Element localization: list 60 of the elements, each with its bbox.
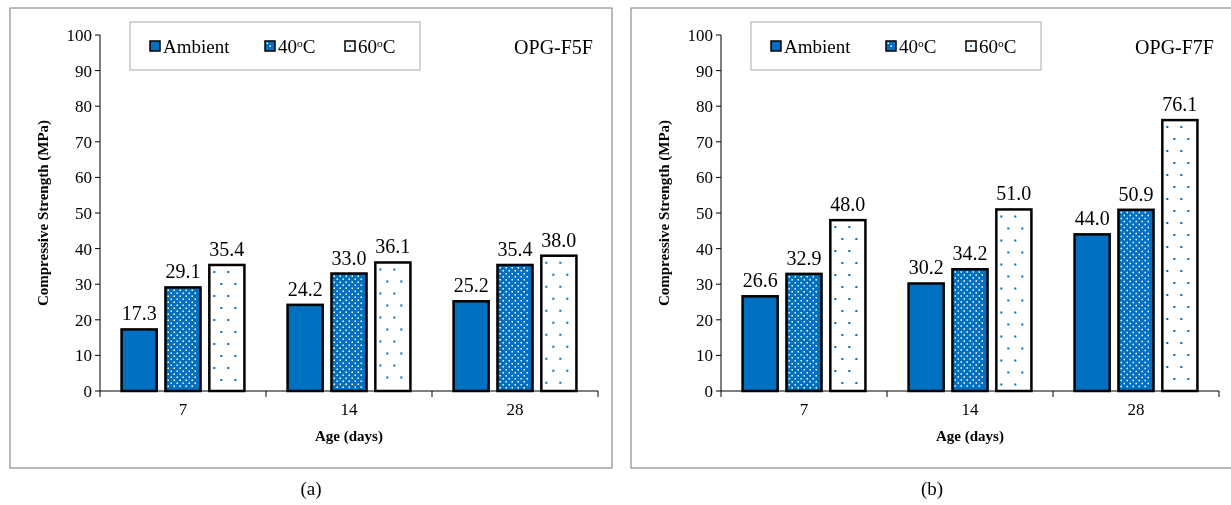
y-tick-label: 20 <box>696 310 713 330</box>
legend-label: 40$^{o}$C <box>899 35 937 57</box>
y-tick-label: 70 <box>696 132 713 152</box>
x-axis-title: Age (days) <box>315 428 383 445</box>
y-tick-label: 0 <box>704 381 713 401</box>
text: (b) <box>920 478 944 500</box>
y-tick-label: 10 <box>696 346 713 366</box>
y-tick-label: 50 <box>696 203 713 223</box>
y-axis-title: Compressive Strength (MPa) <box>35 119 52 307</box>
data-label: 51.0 <box>996 182 1032 205</box>
data-label: 35.4 <box>497 237 533 260</box>
chart-title: OPG-F7F <box>1135 36 1214 58</box>
legend-label: 60$^{o}$C <box>358 35 396 57</box>
x-tick-label: 14 <box>961 400 979 419</box>
x-axis-title: Age (days) <box>936 428 1004 445</box>
data-label: 48.0 <box>830 193 866 216</box>
y-tick-label: 30 <box>696 275 713 295</box>
data-label: 33.0 <box>331 246 367 269</box>
y-tick-label: 70 <box>75 132 92 152</box>
x-tick-label: 7 <box>178 400 188 419</box>
legend-label: 60$^{o}$C <box>979 35 1017 57</box>
x-tick-label: 14 <box>340 400 358 419</box>
data-label: 26.6 <box>742 269 778 292</box>
y-tick-label: 90 <box>696 61 713 81</box>
data-label: 25.2 <box>453 274 489 297</box>
data-label: 32.9 <box>786 246 822 269</box>
data-label: 30.2 <box>908 256 944 279</box>
data-label: 38.0 <box>541 228 577 251</box>
data-label: 50.9 <box>1118 182 1154 205</box>
y-tick-label: 100 <box>687 25 713 45</box>
x-tick-label: 28 <box>506 400 524 419</box>
y-tick-label: 80 <box>696 97 713 117</box>
legend-label: Ambient <box>784 35 852 57</box>
data-label: 44.0 <box>1074 207 1110 230</box>
y-tick-label: 90 <box>75 61 92 81</box>
y-tick-label: 0 <box>83 381 92 401</box>
y-tick-label: 60 <box>75 168 92 188</box>
data-label: 17.3 <box>121 302 157 325</box>
y-tick-label: 40 <box>75 239 92 259</box>
data-label: 36.1 <box>375 235 411 258</box>
data-label: 34.2 <box>952 242 988 265</box>
y-axis-title: Compressive Strength (MPa) <box>656 119 673 307</box>
y-tick-label: 40 <box>696 239 713 259</box>
y-tick-label: 80 <box>75 97 92 117</box>
data-label: 24.2 <box>287 277 323 300</box>
x-tick-label: 7 <box>799 400 809 419</box>
data-label: 76.1 <box>1162 93 1198 116</box>
y-tick-label: 30 <box>75 275 92 295</box>
x-tick-label: 28 <box>1127 400 1145 419</box>
chart-title: OPG-F5F <box>514 36 593 58</box>
data-label: 35.4 <box>209 237 245 260</box>
y-tick-label: 10 <box>75 346 92 366</box>
y-tick-label: 60 <box>696 168 713 188</box>
y-tick-label: 50 <box>75 203 92 223</box>
y-tick-label: 20 <box>75 310 92 330</box>
legend-label: 40$^{o}$C <box>278 35 316 57</box>
y-tick-label: 100 <box>66 25 92 45</box>
data-label: 29.1 <box>165 260 201 283</box>
text: (a) <box>300 478 322 500</box>
legend-label: Ambient <box>163 35 231 57</box>
